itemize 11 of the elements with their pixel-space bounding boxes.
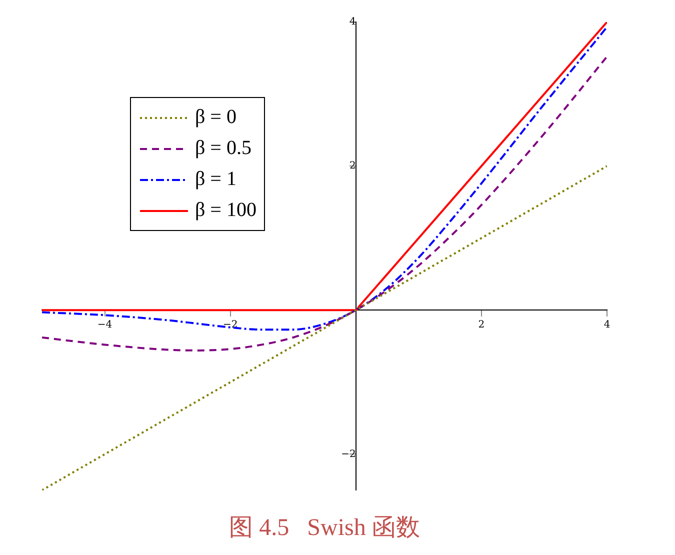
y-tick-label: −2 (341, 448, 356, 460)
text: 图 4.5 Swish 函数 (229, 514, 420, 541)
legend-label: β = 0.5 (195, 137, 252, 160)
x-tick-label: 2 (478, 320, 485, 331)
legend-label: β = 100 (195, 199, 256, 222)
x-tick-label: −4 (97, 320, 112, 331)
y-tick-label: 4 (350, 16, 356, 28)
legend-label: β = 0 (195, 106, 236, 129)
x-tick-label: 4 (604, 320, 610, 331)
y-tick-label: 2 (350, 160, 356, 172)
legend-label: β = 1 (195, 168, 236, 191)
